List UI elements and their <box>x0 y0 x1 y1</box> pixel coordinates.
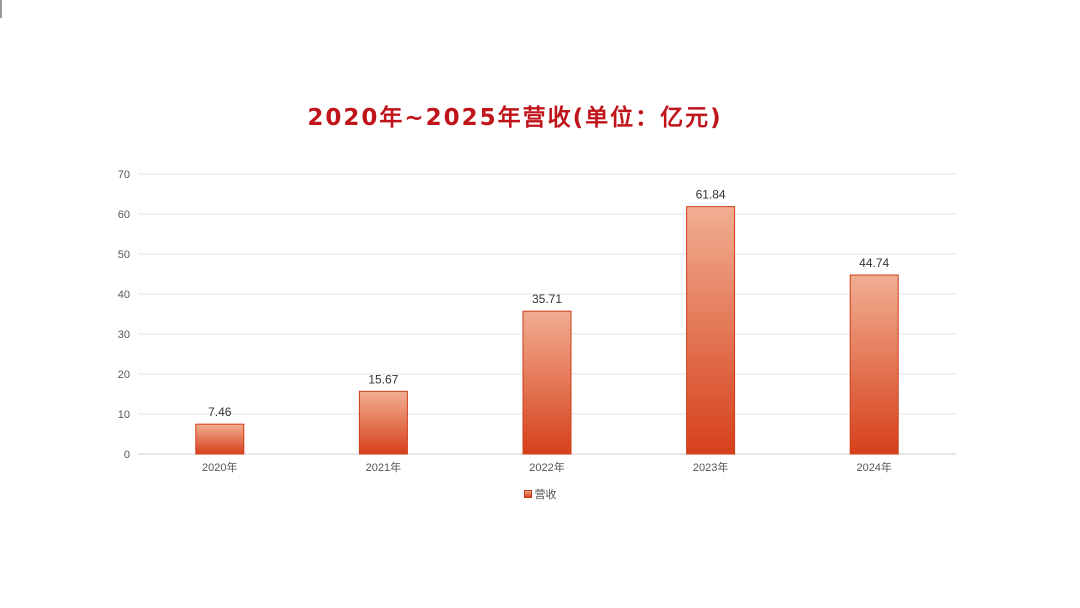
legend: 营收 <box>0 486 1080 502</box>
bar <box>358 390 408 455</box>
chart-title: 2020年~2025年营收(单位：亿元) <box>307 105 723 131</box>
bars <box>195 206 899 455</box>
x-axis-ticks: 2020年 2021年 2022年 2023年 2024年 <box>202 460 892 474</box>
y-axis-ticks: 0 10 20 30 40 50 60 70 <box>118 169 130 461</box>
x-tick-label: 2024年 <box>856 460 891 474</box>
bar-value-label: 61.84 <box>696 188 726 202</box>
bar <box>686 206 736 455</box>
legend-label: 营收 <box>534 488 557 501</box>
y-tick-label: 40 <box>118 289 130 301</box>
y-tick-label: 20 <box>118 369 130 381</box>
bar-value-label: 7.46 <box>208 405 232 419</box>
bar <box>849 274 899 455</box>
bar <box>522 310 572 455</box>
grid-lines <box>138 173 956 455</box>
bar-value-label: 15.67 <box>368 372 398 386</box>
y-tick-label: 70 <box>118 169 130 181</box>
y-tick-label: 10 <box>118 409 130 421</box>
x-tick-label: 2023年 <box>693 460 728 474</box>
window-edge-mark <box>0 0 2 18</box>
x-tick-label: 2022年 <box>529 460 564 474</box>
value-labels: 7.46 15.67 35.71 61.84 44.74 <box>208 188 889 420</box>
bar-value-label: 35.71 <box>532 292 562 306</box>
y-tick-label: 60 <box>118 209 130 221</box>
bar-value-label: 44.74 <box>859 256 889 270</box>
y-tick-label: 50 <box>118 249 130 261</box>
y-tick-label: 30 <box>118 329 130 341</box>
bar <box>195 423 245 455</box>
y-tick-label: 0 <box>124 449 130 461</box>
x-tick-label: 2020年 <box>202 460 237 474</box>
x-tick-label: 2021年 <box>366 460 401 474</box>
legend-swatch <box>523 490 532 498</box>
